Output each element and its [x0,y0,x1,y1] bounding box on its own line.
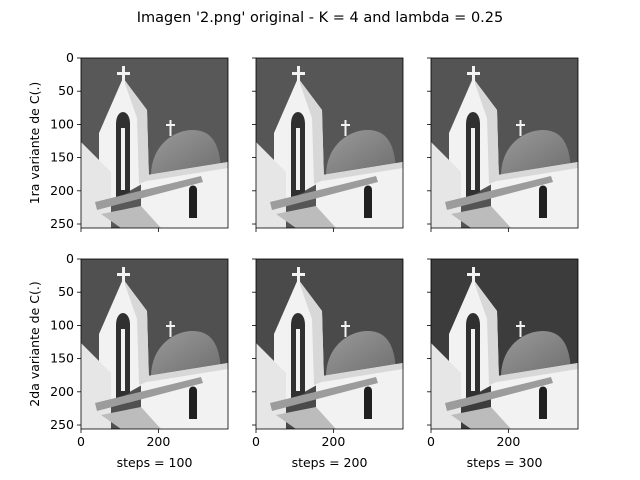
axes-frame [255,57,404,229]
axes-frame [80,57,229,229]
y-tick-label: 50 [58,284,74,299]
column-label-2: steps = 200 [292,455,368,470]
y-tick-label: 0 [66,50,74,65]
x-tick-label: 200 [496,434,520,449]
x-tick-label: 0 [427,434,435,449]
x-tick-label: 200 [146,434,170,449]
y-tick-label: 250 [50,216,74,231]
y-tick-label: 0 [66,251,74,266]
dome-shape [326,331,396,377]
y-tick-label: 50 [58,83,74,98]
axes-frame [80,258,229,430]
y-tick-label: 150 [50,150,74,165]
x-tick-label: 200 [321,434,345,449]
dome-shape [151,130,221,176]
window-opening [539,386,547,419]
row-labels: 1ra variante de C(.) 2da variante de C(.) [27,82,42,407]
y-tick-label: 250 [50,417,74,432]
dome-shape [326,130,396,176]
column-labels: steps = 100 steps = 200 steps = 300 [117,455,543,470]
window-opening [364,386,372,419]
y-tick-label: 150 [50,351,74,366]
y-tick-label: 200 [50,384,74,399]
image-panel-r1-c3 [427,57,579,232]
x-tick-label: 0 [252,434,260,449]
image-panel-r2-c3: 0 200 [427,258,579,449]
row-label-1: 1ra variante de C(.) [27,82,42,205]
y-tick-label: 200 [50,183,74,198]
axes-frame [430,57,579,229]
column-label-1: steps = 100 [117,455,193,470]
column-label-3: steps = 300 [467,455,543,470]
dome-shape [501,331,571,377]
y-tick-label: 100 [50,317,74,332]
axes-frame [255,258,404,430]
row-label-2: 2da variante de C(.) [27,281,42,406]
image-panel-r1-c1: 0 50 100 150 200 250 [50,50,229,232]
window-opening [189,386,197,419]
window-opening [539,185,547,218]
dome-shape [151,331,221,377]
y-tick-label: 100 [50,116,74,131]
window-opening [189,185,197,218]
axes-frame [430,258,579,430]
dome-shape [501,130,571,176]
window-opening [364,185,372,218]
image-panel-r1-c2 [252,57,404,232]
figure-title: Imagen '2.png' original - K = 4 and lamb… [137,10,503,26]
x-tick-label: 0 [77,434,85,449]
image-panel-r2-c2: 0 200 [252,258,404,449]
